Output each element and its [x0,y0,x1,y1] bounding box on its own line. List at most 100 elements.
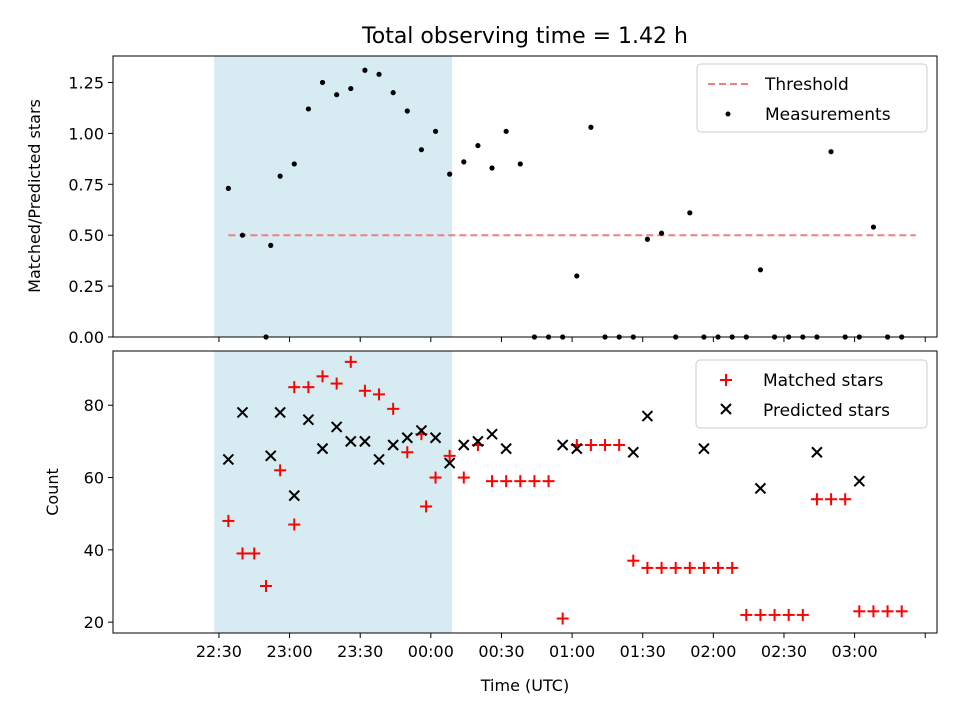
matched-star-point [236,547,249,560]
measurement-point [291,161,297,167]
predicted-star-stroke [373,453,385,466]
predicted-star-point [811,446,823,458]
matched-star-point [683,561,696,574]
predicted-star-stroke [288,489,300,502]
matched-star-point [839,493,852,506]
predicted-star-point [387,439,399,451]
matched-star-point [222,514,235,527]
measurement-point [517,161,523,167]
x-tick-label: 23:30 [337,642,383,661]
matched-star-point [556,612,569,625]
predicted-star-point [627,446,640,458]
predicted-star-point [330,421,343,433]
legend-predicted-swatch [720,403,732,415]
measurement-point [404,108,410,114]
x-tick-label: 01:30 [620,642,666,661]
measurement-point [432,128,439,134]
predicted-star-point [415,424,428,437]
predicted-star-stroke [222,453,235,466]
matched-star-point [796,608,809,621]
predicted-star-stroke [302,413,315,426]
predicted-star-stroke [486,428,498,440]
measurement-point [268,242,274,248]
measurement-point [418,147,425,153]
x-tick-label: 23:00 [267,642,313,661]
predicted-star-stroke [330,421,343,433]
matched-star-point [697,561,710,574]
legend-matched-swatch [720,374,732,386]
measurement-point [461,159,467,165]
matched-star-point [754,608,767,621]
top-axes-frame [112,55,938,338]
measurement-point [376,71,382,77]
y-tick-label: 80 [84,396,104,415]
matched-star-point [768,608,781,621]
predicted-star-stroke [571,442,583,455]
y-tick-label: 0.00 [68,328,104,347]
measurement-point [687,210,693,216]
x-tick-label: 01:00 [549,642,595,661]
predicted-star-point [556,439,569,451]
measurement-point [334,92,340,98]
predicted-star-point [641,410,654,422]
y-tick-label: 0.50 [68,226,104,245]
predicted-star-stroke [429,432,442,444]
matched-star-point [457,471,470,484]
predicted-star-point [222,453,235,466]
matched-star-point [288,518,301,531]
matched-star-point [641,561,654,574]
matched-star-point [881,605,894,618]
matched-star-point [401,446,414,459]
predicted-star-point [698,442,710,455]
matched-star-point [627,554,640,567]
measurement-point [319,79,326,86]
predicted-star-point [500,442,512,455]
legend-threshold-label: Threshold [764,75,849,95]
measurement-point [348,85,354,92]
matched-star-point [344,355,357,368]
chart-title: Total observing time = 1.42 h [361,24,688,49]
predicted-star-point [458,439,470,451]
shaded-observing-span [214,351,453,633]
matched-star-point [330,377,343,390]
matched-star-point [486,475,499,488]
y-tick-label: 0.25 [68,277,104,296]
measurement-point [588,124,594,130]
measurement-point [225,185,231,191]
predicted-star-point [754,482,767,495]
predicted-star-stroke [345,435,357,448]
x-tick-label: 00:30 [478,642,524,661]
measurement-point [658,230,665,236]
top-legend-box [696,63,928,133]
predicted-star-point [429,432,442,444]
predicted-star-stroke [274,406,286,419]
shaded-observing-span [214,56,453,337]
predicted-star-stroke [415,424,428,437]
x-tick-label: 02:30 [761,642,807,661]
top-y-axis-label: Matched/Predicted stars [25,99,44,293]
matched-star-point [429,471,442,484]
measurement-point [362,67,368,73]
top-legend: Threshold Measurements [696,63,928,133]
matched-star-point [260,580,273,592]
measurement-point [277,173,283,179]
y-tick-label: 0.75 [68,175,104,194]
matched-star-point [740,608,753,621]
predicted-star-stroke [316,442,329,455]
predicted-star-stroke [472,435,484,448]
matched-star-point [500,475,513,488]
matched-star-point [387,402,400,415]
predicted-star-stroke [236,406,249,419]
matched-star-point [288,381,301,394]
counts-panel: 22:30 23:00 23:30 00:00 00:30 01:00 01:30 02:00… [84,350,938,661]
matched-star-point [316,370,329,383]
predicted-star-stroke [627,446,640,458]
predicted-star-stroke [359,435,371,448]
legend-predicted-label: Predicted stars [763,401,890,421]
bottom-legend: Matched stars Predicted stars [695,359,928,429]
matched-star-point [825,493,838,506]
x-tick-label: 00:00 [408,642,454,661]
predicted-star-point [853,475,866,487]
measurement-point [644,236,651,242]
matched-star-point [302,381,315,394]
